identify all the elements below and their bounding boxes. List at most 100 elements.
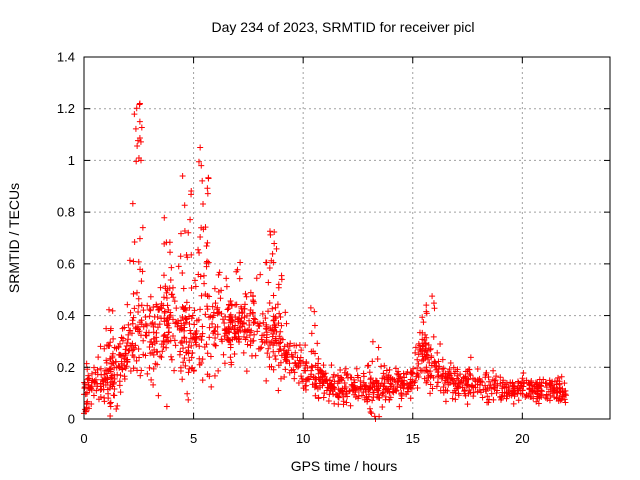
data-point (366, 369, 373, 376)
y-tick-label: 1.2 (57, 101, 75, 116)
data-point (98, 386, 105, 393)
data-point (415, 340, 422, 347)
data-point (282, 309, 289, 316)
data-point (474, 381, 481, 388)
data-point (110, 379, 117, 386)
data-point (221, 333, 228, 340)
data-point (121, 324, 128, 331)
data-point (83, 390, 90, 397)
data-point (204, 190, 211, 197)
data-point (153, 348, 160, 355)
data-point (181, 202, 188, 209)
data-point (483, 369, 490, 376)
data-point (510, 400, 517, 407)
data-point (304, 364, 311, 371)
data-point (236, 275, 243, 282)
data-point (444, 387, 451, 394)
data-point (198, 336, 205, 343)
data-point (81, 381, 88, 388)
data-point (412, 349, 419, 356)
data-point (553, 381, 560, 388)
data-point (465, 376, 472, 383)
data-point (94, 366, 101, 373)
data-point (129, 200, 136, 207)
data-point (273, 245, 280, 252)
data-point (269, 250, 276, 257)
data-point (103, 341, 110, 348)
data-point (312, 350, 319, 357)
data-point (191, 277, 198, 284)
data-point (204, 306, 211, 313)
data-point (350, 386, 357, 393)
data-point (88, 370, 95, 377)
data-point (455, 385, 462, 392)
data-point (418, 357, 425, 364)
data-point (239, 310, 246, 317)
data-point (131, 354, 138, 361)
data-point (379, 392, 386, 399)
data-point (167, 249, 174, 256)
data-point (434, 379, 441, 386)
data-point (401, 374, 408, 381)
data-point (133, 289, 140, 296)
data-point (433, 383, 440, 390)
data-point (241, 314, 248, 321)
data-point (197, 306, 204, 313)
data-point (110, 392, 117, 399)
data-point (400, 380, 407, 387)
data-point (415, 360, 422, 367)
data-point (208, 383, 215, 390)
data-point (298, 347, 305, 354)
data-point (500, 377, 507, 384)
data-point (337, 366, 344, 373)
data-point (111, 385, 118, 392)
data-point (197, 234, 204, 241)
data-point (117, 372, 124, 379)
data-point (534, 395, 541, 402)
data-point (180, 345, 187, 352)
data-point (174, 323, 181, 330)
data-point (211, 328, 218, 335)
data-point (107, 413, 114, 420)
data-point (137, 157, 144, 164)
data-point (265, 279, 272, 286)
data-point (455, 392, 462, 399)
data-point (154, 303, 161, 310)
data-point (171, 367, 178, 374)
data-point (376, 383, 382, 390)
data-point (466, 366, 473, 373)
data-point (200, 272, 207, 279)
data-point (263, 334, 270, 341)
data-point (158, 315, 165, 322)
data-point (530, 389, 537, 396)
data-point (183, 299, 190, 306)
data-point (138, 321, 145, 328)
data-point (251, 319, 258, 326)
data-point (350, 376, 357, 383)
data-point (263, 259, 270, 266)
data-point (103, 357, 110, 364)
data-point (168, 264, 175, 271)
data-point (170, 332, 177, 339)
data-point (543, 380, 550, 387)
data-point (562, 399, 569, 406)
data-point (442, 398, 449, 405)
data-point (263, 377, 270, 384)
data-point (116, 340, 123, 347)
data-point (431, 305, 438, 312)
data-point (186, 357, 193, 364)
data-point (134, 143, 141, 150)
data-point (362, 382, 369, 389)
data-point (559, 385, 566, 392)
data-point (493, 390, 500, 396)
data-point (159, 348, 166, 355)
data-point (133, 105, 140, 112)
data-point (275, 284, 282, 291)
data-point (144, 302, 151, 309)
data-point (297, 354, 304, 361)
data-point (183, 349, 190, 356)
data-point (427, 381, 434, 388)
data-point (543, 391, 550, 398)
data-point (308, 367, 315, 374)
